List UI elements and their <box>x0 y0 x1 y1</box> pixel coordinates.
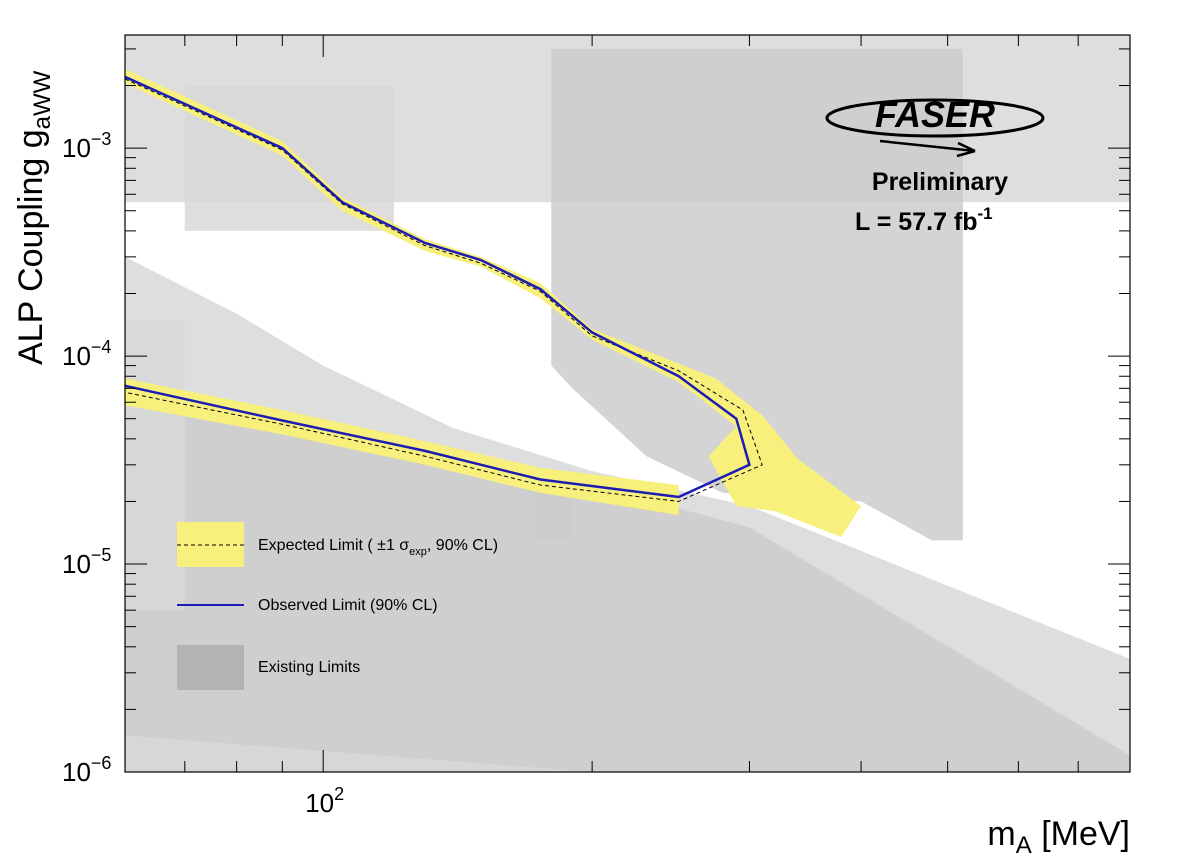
limit-lines-layer <box>125 75 763 502</box>
x-axis-title: mA [MeV] <box>987 815 1130 859</box>
legend-observed-label: Observed Limit (90% CL) <box>258 597 438 614</box>
existing-limit-region <box>529 488 573 541</box>
axis-tick-labels: 10−3 10−4 10−5 10−6 102 <box>62 129 344 818</box>
legend-existing-label: Existing Limits <box>258 659 360 676</box>
existing-limit-region <box>125 382 1130 772</box>
y-tick-label: 10−6 <box>62 753 111 787</box>
logo-wordmark: FASER <box>875 94 995 135</box>
logo-swoosh <box>825 98 1045 138</box>
expected-band-upper <box>125 69 862 537</box>
legend-existing-swatch <box>177 645 244 690</box>
y-tick-label: 10−3 <box>62 129 111 163</box>
x-tick-label: 102 <box>305 784 344 818</box>
existing-limit-region <box>551 48 963 541</box>
y-axis-title: ALP Coupling gaWW <box>12 70 56 365</box>
legend-expected-swatch <box>177 522 244 567</box>
legend-expected-label: Expected Limit ( ±1 σexp, 90% CL) <box>258 537 498 558</box>
plot-frame <box>124 34 1131 773</box>
logo-preliminary: Preliminary <box>872 168 1008 196</box>
logo-luminosity: L = 57.7 fb-1 <box>855 204 993 236</box>
expected-limit-line <box>125 78 763 502</box>
y-tick-label: 10−5 <box>62 545 111 579</box>
existing-limit-region <box>125 735 593 772</box>
logo-arrow-icon <box>879 139 976 158</box>
y-tick-label: 10−4 <box>62 337 111 371</box>
observed-limit-line <box>125 75 751 499</box>
faser-logo: FASER Preliminary L = 57.7 fb-1 <box>825 94 1045 236</box>
legend: Expected Limit ( ±1 σexp, 90% CL) Observ… <box>177 522 498 690</box>
axis-ticks <box>124 35 1131 773</box>
